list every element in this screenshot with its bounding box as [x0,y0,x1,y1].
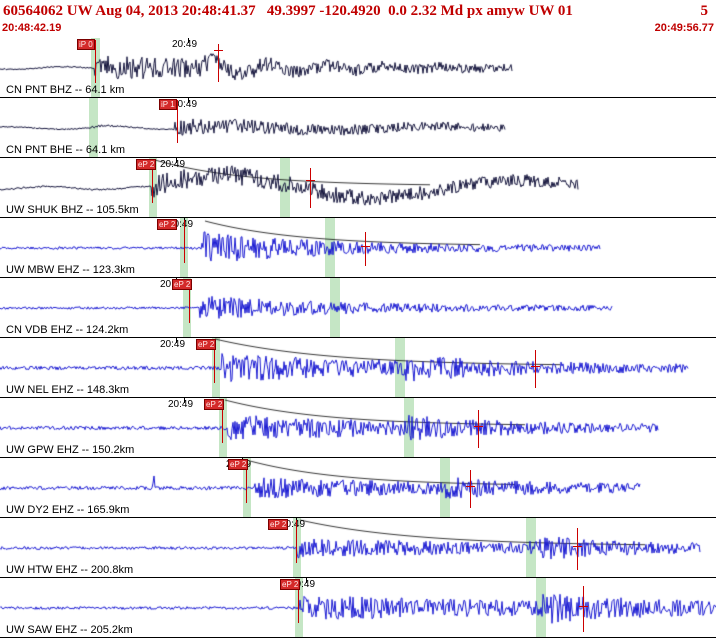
window-start-time: 20:48:42.19 [2,22,62,34]
window-end-time: 20:49:56.77 [654,22,714,34]
minute-label: 20:49 [172,39,198,50]
phase-pick-line[interactable] [177,100,178,143]
secondary-pick-marker[interactable] [365,232,366,266]
minute-label: 20:49 [172,99,198,110]
minute-label: 20:49 [168,399,194,410]
phase-pick-flag[interactable]: eP 2 [136,159,157,170]
secondary-pick-crossbar [474,426,483,427]
station-label: UW HTW EHZ -- 200.8km [6,564,134,576]
time-window-bar: 20:48:42.19 20:49:56.77 [0,22,716,38]
station-label: UW NEL EHZ -- 148.3km [6,384,130,396]
event-summary: 60564062 UW Aug 04, 2013 20:48:41.37 49.… [3,3,573,19]
secondary-pick-crossbar [531,366,540,367]
phase-pick-flag[interactable]: iP 0 [77,39,95,50]
station-label: UW GPW EHZ -- 150.2km [6,444,135,456]
phase-pick-flag[interactable]: eP 2 [172,279,193,290]
station-label: UW SHUK BHZ -- 105.5km [6,204,139,216]
minute-tick [306,578,307,583]
secondary-pick-marker[interactable] [478,410,479,448]
waveform-canvas[interactable] [0,458,716,517]
minute-tick [188,38,189,43]
station-label: UW SAW EHZ -- 205.2km [6,624,133,636]
waveform-canvas[interactable] [0,278,716,337]
phase-pick-line[interactable] [214,340,215,383]
secondary-pick-crossbar [306,180,315,181]
waveform-canvas[interactable] [0,398,716,457]
secondary-pick-crossbar [573,546,582,547]
phase-pick-line[interactable] [222,400,223,443]
minute-tick [184,398,185,403]
phase-pick-line[interactable] [152,160,153,203]
header-flag-count: 5 [700,3,709,19]
secondary-pick-marker[interactable] [470,470,471,508]
waveform-canvas[interactable] [0,578,716,637]
minute-tick [188,98,189,103]
waveform-canvas[interactable] [0,158,716,217]
phase-pick-line[interactable] [298,580,299,623]
phase-pick-flag[interactable]: eP 2 [157,219,178,230]
waveform-canvas[interactable] [0,518,716,577]
phase-pick-flag[interactable]: eP 2 [268,519,289,530]
trace-row-pnt-bhz: 20:49 iP 0 CN PNT BHZ -- 64.1 km [0,38,716,98]
minute-label: 20:49 [290,579,316,590]
trace-row-shuk-bhz: 20:49 eP 2 UW SHUK BHZ -- 105.5km [0,158,716,218]
secondary-pick-marker[interactable] [310,168,311,208]
trace-row-saw-ehz: 20:49 eP 2 UW SAW EHZ -- 205.2km [0,578,716,638]
waveform-canvas[interactable] [0,98,716,157]
event-header: 60564062 UW Aug 04, 2013 20:48:41.37 49.… [0,0,716,22]
waveform-canvas[interactable] [0,38,716,97]
phase-pick-line[interactable] [296,520,297,563]
secondary-pick-crossbar [361,246,370,247]
secondary-pick-crossbar [579,606,588,607]
trace-row-pnt-bhe: 20:49 iP 1 CN PNT BHE -- 64.1 km [0,98,716,158]
station-label: UW DY2 EHZ -- 165.9km [6,504,130,516]
secondary-pick-marker[interactable] [535,350,536,388]
minute-tick [176,338,177,343]
phase-pick-flag[interactable]: eP 2 [204,399,225,410]
trace-row-nel-ehz: 20:49 eP 2 UW NEL EHZ -- 148.3km [0,338,716,398]
minute-tick [176,158,177,163]
secondary-pick-crossbar [466,486,475,487]
waveform-canvas[interactable] [0,338,716,397]
secondary-pick-marker[interactable] [218,44,219,82]
phase-pick-flag[interactable]: eP 2 [280,579,301,590]
phase-pick-line[interactable] [246,460,247,503]
minute-label: 20:49 [280,519,306,530]
minute-label: 20:49 [160,339,186,350]
phase-pick-line[interactable] [95,40,96,83]
trace-row-gpw-ehz: 20:49 eP 2 UW GPW EHZ -- 150.2km [0,398,716,458]
phase-pick-flag[interactable]: eP 2 [196,339,217,350]
station-label: CN VDB EHZ -- 124.2km [6,324,129,336]
phase-pick-flag[interactable]: eP 2 [228,459,249,470]
trace-row-mbw-ehz: 20:49 eP 2 UW MBW EHZ -- 123.3km [0,218,716,278]
trace-row-htw-ehz: 20:49 eP 2 UW HTW EHZ -- 200.8km [0,518,716,578]
phase-pick-line[interactable] [189,280,190,323]
station-label: CN PNT BHE -- 64.1 km [6,144,125,156]
station-label: CN PNT BHZ -- 64.1 km [6,84,125,96]
phase-pick-line[interactable] [184,220,185,263]
secondary-pick-marker[interactable] [577,528,578,570]
secondary-pick-crossbar [214,50,223,51]
station-label: UW MBW EHZ -- 123.3km [6,264,135,276]
secondary-pick-marker[interactable] [583,586,584,632]
minute-label: 20:49 [168,219,194,230]
minute-label: 20:49 [160,159,186,170]
phase-pick-flag[interactable]: iP 1 [159,99,177,110]
waveform-canvas[interactable] [0,218,716,277]
